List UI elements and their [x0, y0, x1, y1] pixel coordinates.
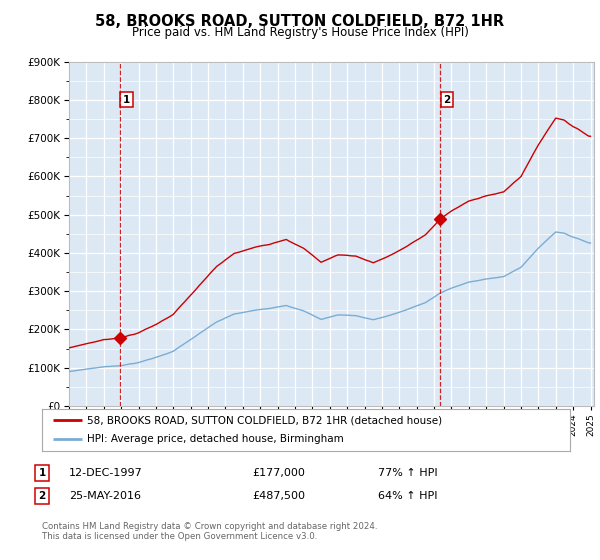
Text: £177,000: £177,000 [252, 468, 305, 478]
Text: 25-MAY-2016: 25-MAY-2016 [69, 491, 141, 501]
Text: Contains HM Land Registry data © Crown copyright and database right 2024.
This d: Contains HM Land Registry data © Crown c… [42, 522, 377, 542]
Text: 12-DEC-1997: 12-DEC-1997 [69, 468, 143, 478]
Text: Price paid vs. HM Land Registry's House Price Index (HPI): Price paid vs. HM Land Registry's House … [131, 26, 469, 39]
Text: 2: 2 [443, 95, 451, 105]
Text: 64% ↑ HPI: 64% ↑ HPI [378, 491, 437, 501]
Text: 58, BROOKS ROAD, SUTTON COLDFIELD, B72 1HR: 58, BROOKS ROAD, SUTTON COLDFIELD, B72 1… [95, 14, 505, 29]
Text: £487,500: £487,500 [252, 491, 305, 501]
Text: 1: 1 [123, 95, 130, 105]
Text: HPI: Average price, detached house, Birmingham: HPI: Average price, detached house, Birm… [87, 435, 344, 445]
Text: 1: 1 [38, 468, 46, 478]
Text: 77% ↑ HPI: 77% ↑ HPI [378, 468, 437, 478]
Text: 2: 2 [38, 491, 46, 501]
Text: 58, BROOKS ROAD, SUTTON COLDFIELD, B72 1HR (detached house): 58, BROOKS ROAD, SUTTON COLDFIELD, B72 1… [87, 415, 442, 425]
